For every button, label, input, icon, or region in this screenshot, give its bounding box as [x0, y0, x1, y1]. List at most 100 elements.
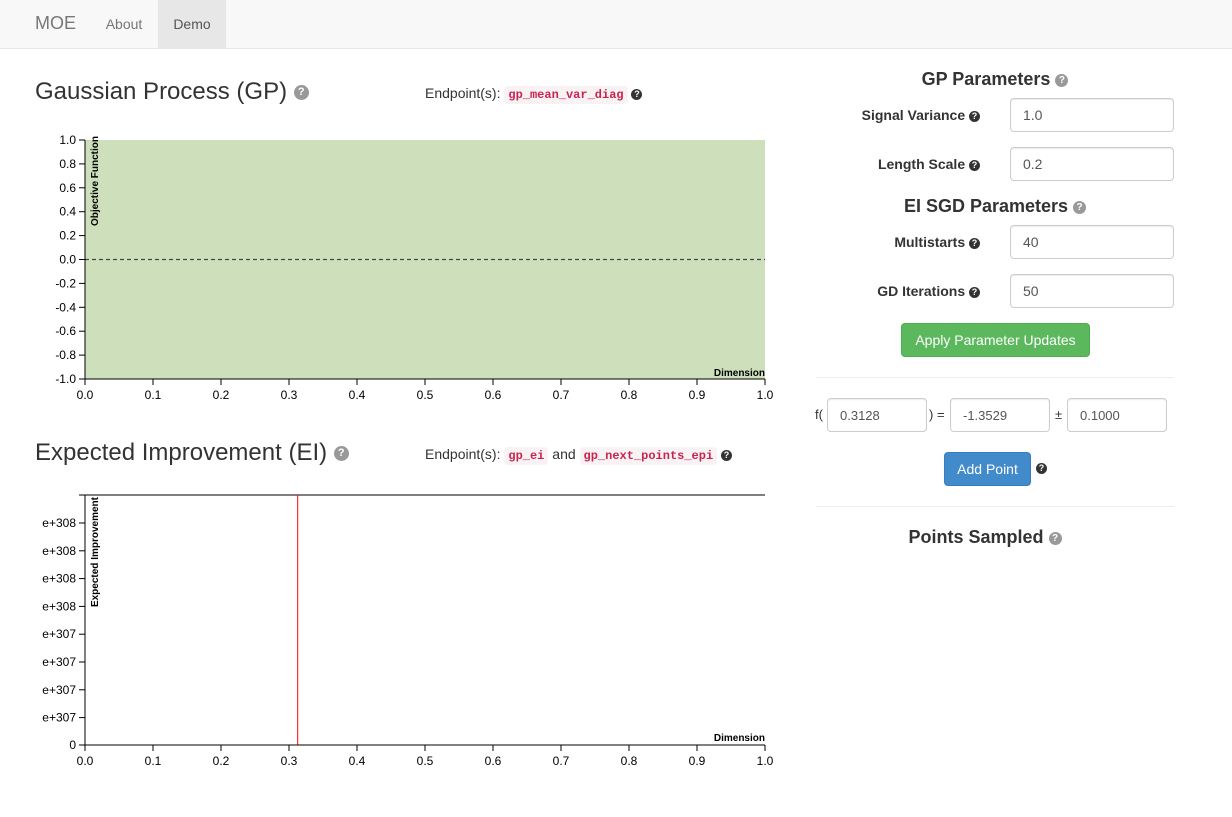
multistarts-label: Multistarts ? [894, 234, 980, 250]
length-scale-help-icon[interactable]: ? [969, 159, 980, 171]
ei-params-title-text: EI SGD Parameters [903, 196, 1069, 216]
add-point-help-icon[interactable]: ? [1036, 463, 1047, 474]
ei-y-tick-label: e+308 [42, 544, 76, 558]
divider-2 [816, 506, 1174, 507]
gp-y-tick-label: -0.4 [55, 300, 76, 314]
gp-y-tick-label: -0.2 [55, 276, 76, 290]
signal-variance-input[interactable] [1010, 98, 1174, 132]
gp-x-tick-label: 0.1 [145, 388, 162, 402]
gd-iterations-label-text: GD Iterations [877, 283, 966, 299]
ei-y-axis-label: Expected Improvement [90, 496, 101, 607]
ei-x-tick-label: 0.8 [621, 754, 638, 768]
gp-x-tick-label: 0.5 [417, 388, 434, 402]
ei-params-help-icon[interactable]: ? [1073, 200, 1087, 214]
x-value-input[interactable] [827, 398, 927, 432]
gp-x-tick-label: 0.8 [621, 388, 638, 402]
signal-variance-label-text: Signal Variance [861, 107, 966, 123]
points-sampled-title-text: Points Sampled [908, 527, 1044, 547]
gp-section-title: Gaussian Process (GP) ? [35, 78, 309, 106]
ei-title-text: Expected Improvement (EI) [35, 439, 328, 466]
gp-y-tick-label: -0.8 [55, 348, 76, 362]
gp-params-title: GP Parameters ? [816, 69, 1174, 90]
gp-y-tick-label: 0.6 [59, 181, 76, 195]
ei-y-tick-label: e+307 [42, 711, 76, 725]
noise-value-input[interactable] [1067, 398, 1167, 432]
gp-help-icon[interactable]: ? [293, 85, 309, 101]
length-scale-label-text: Length Scale [877, 156, 966, 172]
gp-endpoint-label: Endpoint(s): [425, 85, 501, 101]
ei-endpoint-code-1: gp_ei [504, 447, 549, 465]
points-sampled-title: Points Sampled ? [816, 527, 1154, 548]
gp-endpoints: Endpoint(s): gp_mean_var_diag ? [425, 85, 643, 104]
top-navbar: MOE About Demo [0, 0, 1232, 49]
ei-section-title: Expected Improvement (EI) ? [35, 439, 349, 467]
gp-x-axis-label: Dimension [714, 368, 765, 379]
gp-chart: 1.00.80.60.40.20.0-0.2-0.4-0.6-0.8-1.00.… [55, 133, 774, 402]
apply-parameter-updates-button[interactable]: Apply Parameter Updates [901, 323, 1090, 357]
ei-x-tick-label: 1.0 [757, 754, 774, 768]
gp-y-tick-label: 1.0 [59, 133, 76, 147]
ei-y-tick-label: e+307 [42, 655, 76, 669]
ei-params-title: EI SGD Parameters ? [816, 196, 1174, 217]
ei-x-axis-label: Dimension [714, 733, 765, 744]
gp-x-tick-label: 0.9 [689, 388, 706, 402]
gp-x-tick-label: 0.6 [485, 388, 502, 402]
gp-y-tick-label: 0.8 [59, 157, 76, 171]
points-sampled-help-icon[interactable]: ? [1048, 531, 1062, 545]
ei-chart: e+308 e+308 e+308 e+308 e+307 e+307 e+307 e+307… [42, 494, 774, 768]
plus-minus-label: ± [1055, 407, 1063, 422]
nav-about[interactable]: About [105, 16, 143, 32]
gp-endpoint-code: gp_mean_var_diag [504, 86, 628, 104]
ei-y-tick-label: 0 [69, 738, 76, 752]
multistarts-label-text: Multistarts [894, 234, 966, 250]
f-open-label: f( [815, 407, 823, 422]
equals-label: ) = [929, 407, 945, 422]
ei-endpoints: Endpoint(s): gp_ei and gp_next_points_ep… [425, 446, 733, 465]
ei-help-icon[interactable]: ? [333, 446, 349, 462]
ei-y-tick-label: e+308 [42, 516, 76, 530]
gp-params-title-text: GP Parameters [921, 69, 1051, 89]
ei-y-tick-label: e+308 [42, 572, 76, 586]
gd-iterations-label: GD Iterations ? [877, 283, 980, 299]
ei-endpoint-joiner: and [552, 446, 576, 462]
gd-iterations-help-icon[interactable]: ? [969, 286, 980, 298]
gp-endpoint-help-icon[interactable]: ? [631, 88, 643, 100]
gp-title-text: Gaussian Process (GP) [35, 78, 288, 105]
gp-x-tick-label: 0.3 [281, 388, 298, 402]
ei-endpoint-code-2: gp_next_points_epi [579, 447, 718, 465]
ei-x-tick-label: 0.6 [485, 754, 502, 768]
signal-variance-label: Signal Variance ? [862, 107, 980, 123]
ei-endpoint-help-icon[interactable]: ? [721, 449, 733, 461]
ei-x-tick-label: 0.3 [281, 754, 298, 768]
add-point-button[interactable]: Add Point [944, 452, 1031, 486]
gp-x-tick-label: 0.2 [213, 388, 230, 402]
ei-y-tick-label: e+308 [42, 599, 76, 613]
signal-variance-help-icon[interactable]: ? [969, 110, 980, 122]
gd-iterations-input[interactable] [1010, 274, 1174, 308]
brand-link[interactable]: MOE [35, 13, 77, 33]
ei-x-tick-label: 0.7 [553, 754, 570, 768]
gp-x-tick-label: 0.0 [77, 388, 94, 402]
gp-y-tick-label: -1.0 [55, 372, 76, 386]
gp-y-tick-label: 0.0 [59, 253, 76, 267]
gp-y-axis-label: Objective Function [90, 136, 101, 226]
ei-x-tick-label: 0.4 [349, 754, 366, 768]
y-value-input[interactable] [950, 398, 1050, 432]
gp-y-tick-label: 0.4 [59, 205, 76, 219]
ei-y-tick-label: e+307 [42, 627, 76, 641]
nav-demo[interactable]: Demo [158, 0, 226, 48]
ei-endpoint-label: Endpoint(s): [425, 446, 501, 462]
gp-y-tick-label: -0.6 [55, 324, 76, 338]
gp-params-help-icon[interactable]: ? [1055, 73, 1069, 87]
multistarts-input[interactable] [1010, 225, 1174, 259]
length-scale-input[interactable] [1010, 147, 1174, 181]
ei-x-tick-label: 0.5 [417, 754, 434, 768]
gp-x-tick-label: 0.7 [553, 388, 570, 402]
gp-y-tick-label: 0.2 [59, 229, 76, 243]
ei-x-tick-label: 0.2 [213, 754, 230, 768]
gp-x-tick-label: 1.0 [757, 388, 774, 402]
ei-x-tick-label: 0.1 [145, 754, 162, 768]
multistarts-help-icon[interactable]: ? [969, 237, 980, 249]
ei-y-tick-label: e+307 [42, 683, 76, 697]
ei-x-tick-label: 0.9 [689, 754, 706, 768]
